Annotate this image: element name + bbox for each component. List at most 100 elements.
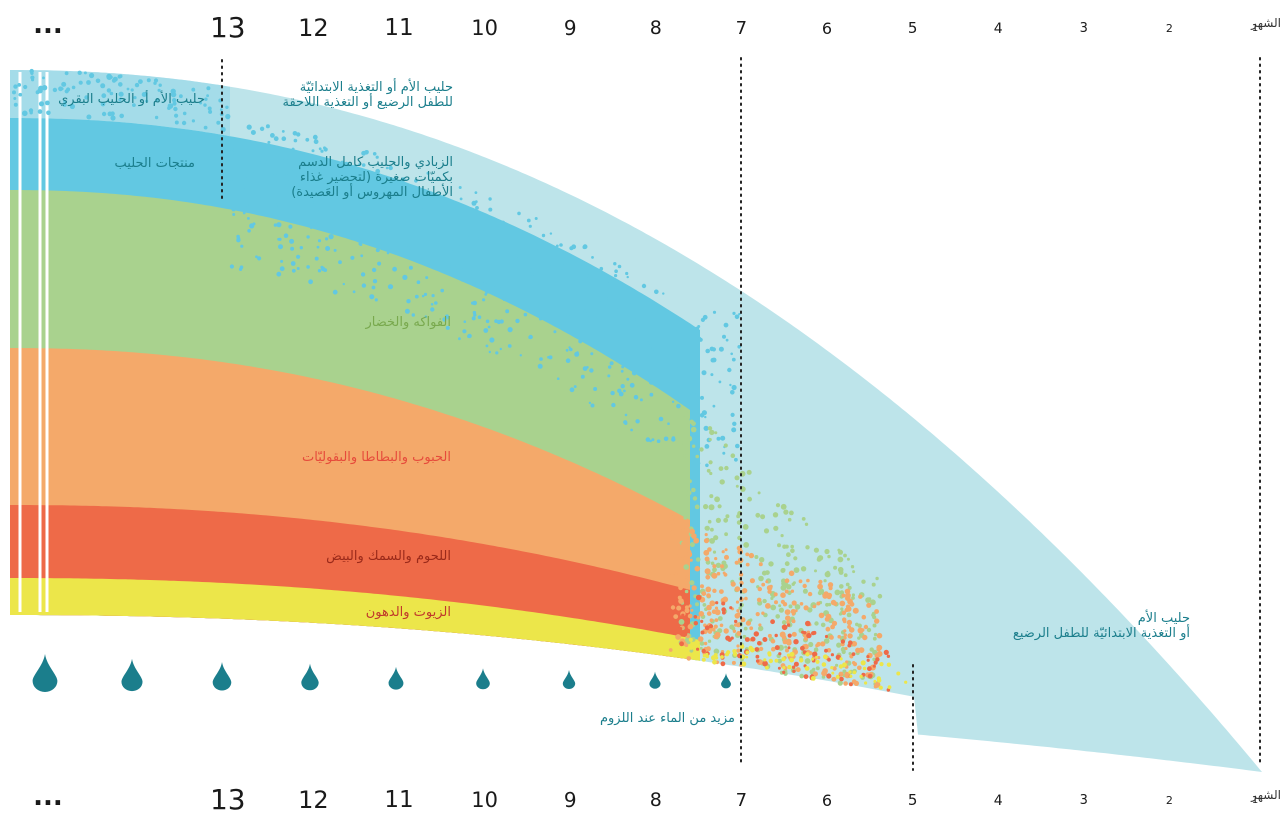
meat-dot: [873, 660, 878, 665]
label-grains-potatoes-legumes: الحبوب والبطاطا والبقوليّات: [302, 450, 451, 465]
fruit-dot: [782, 544, 787, 549]
meat-dot: [792, 669, 796, 673]
dairy-dot: [472, 246, 477, 251]
milk-dot: [41, 85, 48, 91]
fruit-dot: [747, 496, 752, 502]
grain-dot: [670, 547, 676, 553]
oil-dot: [767, 652, 772, 657]
grain-dot: [687, 552, 692, 558]
fruit-dot: [730, 453, 736, 459]
dairy-dot: [640, 364, 646, 370]
dairy-dot: [605, 329, 610, 334]
dairy-dot: [325, 246, 331, 251]
fruit-dot: [825, 602, 829, 607]
dairy-dot: [591, 256, 594, 259]
grain-dot: [831, 677, 836, 682]
fruit-dot: [723, 517, 729, 523]
grain-dot: [857, 627, 864, 634]
oil-dot: [741, 661, 747, 667]
grain-dot: [844, 588, 851, 595]
grain-dot: [706, 611, 712, 616]
meat-dot: [867, 673, 873, 679]
dairy-dot: [441, 195, 445, 199]
dairy-dot: [628, 312, 633, 317]
dairy-dot: [367, 208, 372, 213]
dairy-dot: [325, 186, 329, 189]
fruit-dot: [685, 435, 691, 441]
milk-dot: [199, 101, 203, 105]
fruit-dot: [707, 426, 713, 431]
dairy-dot: [475, 282, 478, 285]
fruit-dot: [717, 504, 722, 509]
fruit-dot: [817, 556, 821, 560]
meat-dot: [883, 649, 889, 656]
dairy-dot: [273, 223, 278, 227]
dairy-dot: [585, 273, 589, 278]
dairy-dot: [460, 215, 464, 219]
dairy-dot: [610, 390, 615, 396]
dairy-dot: [287, 196, 290, 199]
grain-dot: [761, 611, 765, 615]
grain-dot: [773, 592, 778, 597]
dairy-dot: [371, 267, 377, 273]
grain-dot: [825, 613, 832, 620]
fruit-dot: [875, 576, 879, 581]
grain-dot: [874, 682, 880, 688]
dairy-dot: [276, 271, 282, 277]
meat-dot: [770, 619, 775, 625]
dairy-dot: [485, 344, 489, 348]
fruit-dot: [834, 589, 841, 596]
milk-dot: [138, 79, 143, 84]
grain-dot: [735, 600, 740, 604]
dairy-dot: [297, 183, 301, 187]
dairy-dot: [507, 344, 512, 348]
fruit-dot: [743, 626, 748, 631]
dairy-dot: [283, 152, 287, 155]
dairy-dot: [494, 285, 499, 290]
milk-dot: [216, 120, 221, 125]
fruit-dot: [712, 550, 717, 554]
fruit-dot: [708, 438, 712, 442]
dairy-dot: [663, 436, 669, 442]
dairy-dot: [238, 170, 242, 173]
grain-dot: [791, 631, 797, 637]
fruit-dot: [802, 588, 808, 594]
month-label-top-10: 10: [471, 15, 498, 40]
dairy-dot: [620, 357, 623, 361]
dairy-dot: [649, 439, 652, 443]
dairy-dot: [343, 229, 348, 234]
grain-dot: [806, 578, 810, 583]
dairy-dot: [406, 212, 410, 217]
meat-dot: [793, 661, 799, 667]
grain-dot: [780, 599, 786, 605]
oil-dot: [789, 651, 795, 657]
dairy-dot: [519, 354, 522, 357]
dairy-dot: [354, 182, 359, 188]
fruit-dot: [793, 556, 798, 561]
meat-dot: [774, 633, 778, 638]
dairy-dot: [430, 307, 435, 312]
dairy-dot: [548, 261, 554, 266]
dairy-dot: [379, 186, 382, 189]
dairy-dot: [618, 337, 622, 342]
fruit-dot: [708, 504, 715, 511]
dairy-dot: [240, 244, 244, 248]
grain-dot: [714, 557, 718, 561]
fruit-dot: [784, 645, 788, 649]
fruit-dot: [683, 454, 687, 458]
dairy-dot: [650, 348, 654, 352]
milk-dot: [35, 90, 40, 95]
dairy-dot: [501, 220, 505, 225]
fruit-dot: [872, 636, 877, 641]
dairy-dot: [697, 462, 701, 465]
month-ellipsis-bottom: ...: [33, 782, 63, 812]
grain-dot: [785, 648, 789, 653]
fruit-dot: [714, 496, 720, 503]
dairy-dot: [406, 193, 411, 198]
fruit-dot: [801, 517, 806, 521]
grain-dot: [812, 604, 817, 609]
meat-dot: [781, 624, 788, 631]
grain-dot: [784, 609, 791, 615]
dairy-dot: [507, 327, 513, 333]
dairy-dot: [242, 211, 246, 215]
